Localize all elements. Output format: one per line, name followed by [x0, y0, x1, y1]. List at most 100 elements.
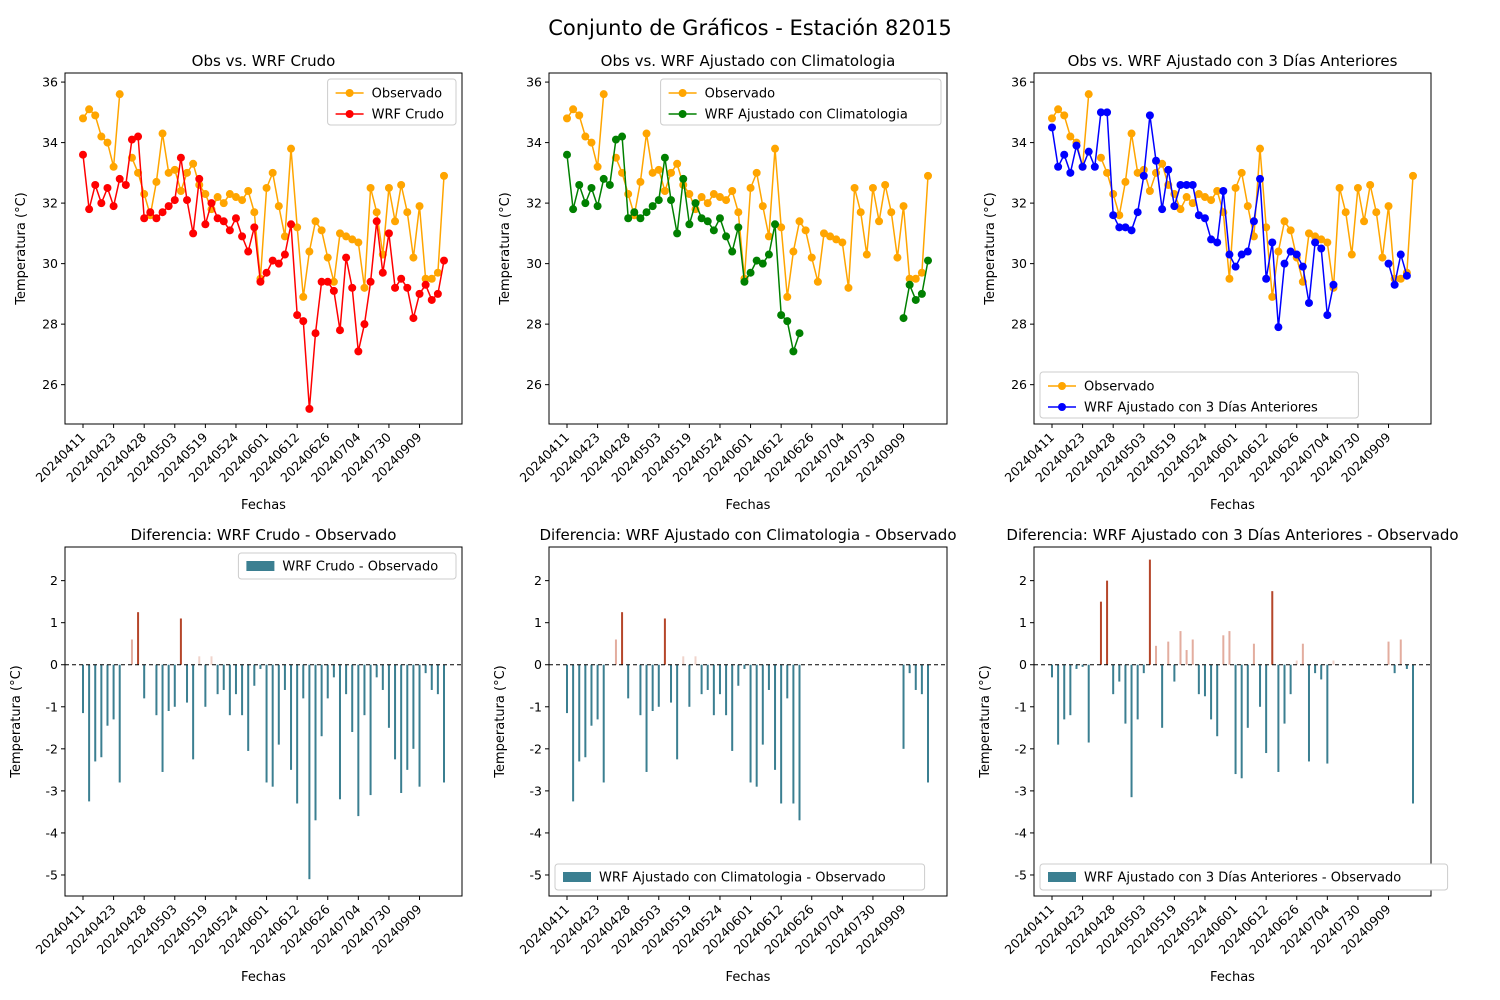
- data-point: [1084, 147, 1093, 156]
- y-tick-label: 34: [42, 135, 58, 150]
- data-point: [293, 223, 302, 232]
- data-point: [231, 214, 240, 223]
- data-point: [703, 199, 712, 208]
- data-point: [899, 202, 908, 211]
- data-point: [1103, 108, 1112, 117]
- bar: [755, 664, 758, 787]
- y-tick-label: 30: [526, 256, 542, 271]
- data-point: [813, 277, 822, 286]
- data-point: [789, 247, 798, 256]
- legend: Observado WRF Ajustado con Climatologia: [660, 78, 942, 126]
- data-point: [1311, 232, 1320, 241]
- bar: [1106, 580, 1109, 665]
- bar: [253, 664, 256, 686]
- data-point: [79, 114, 87, 123]
- data-point: [1317, 244, 1326, 253]
- data-point: [403, 283, 412, 292]
- bar: [774, 664, 777, 770]
- series-1: [563, 90, 932, 301]
- bar: [902, 664, 905, 749]
- bar: [1301, 643, 1304, 665]
- data-point: [274, 259, 283, 268]
- bar: [1185, 650, 1188, 665]
- bar: [786, 664, 789, 699]
- y-tick-label: -2: [530, 741, 542, 756]
- bar: [694, 656, 697, 665]
- bar: [676, 664, 679, 760]
- bar: [1124, 664, 1127, 724]
- data-point: [1274, 247, 1283, 256]
- y-tick-label: 30: [1011, 256, 1027, 271]
- data-point: [183, 168, 192, 177]
- data-point: [1323, 238, 1332, 247]
- data-point: [850, 183, 859, 192]
- data-point: [1286, 226, 1295, 235]
- data-point: [287, 220, 296, 229]
- plot-frame: [64, 72, 463, 425]
- data-point: [783, 317, 792, 326]
- data-point: [378, 268, 387, 277]
- data-point: [1274, 323, 1283, 332]
- legend-label: WRF Crudo - Observado: [282, 560, 438, 575]
- data-point: [311, 329, 320, 338]
- data-point: [348, 235, 357, 244]
- x-axis-label: Fechas: [1210, 498, 1255, 513]
- data-point: [366, 277, 375, 286]
- data-point: [391, 217, 400, 226]
- data-point: [183, 196, 192, 205]
- bar: [914, 664, 917, 690]
- data-point: [1237, 168, 1246, 177]
- data-point: [1372, 208, 1381, 217]
- bar: [1277, 664, 1280, 772]
- data-point: [207, 199, 216, 208]
- data-point: [917, 268, 926, 277]
- y-tick-label: 1: [50, 615, 58, 630]
- data-point: [1133, 208, 1142, 217]
- data-point: [1152, 168, 1161, 177]
- data-point: [421, 280, 430, 289]
- bar-series: [82, 612, 445, 880]
- bar-series: [566, 612, 929, 821]
- data-point: [868, 183, 877, 192]
- y-tick-label: 2: [534, 573, 542, 588]
- data-point: [176, 187, 185, 196]
- bar: [614, 639, 617, 665]
- bar: [137, 612, 140, 665]
- data-point: [1243, 247, 1252, 256]
- data-point: [140, 190, 149, 199]
- data-point: [599, 174, 608, 183]
- y-tick-label: 34: [526, 135, 542, 150]
- bar: [100, 664, 103, 758]
- data-point: [1176, 205, 1185, 214]
- bar: [192, 664, 195, 760]
- series-line: [566, 94, 605, 167]
- bar: [1252, 643, 1255, 665]
- y-tick-label: 34: [1011, 135, 1027, 150]
- data-point: [587, 183, 596, 192]
- data-point: [1341, 208, 1350, 217]
- bar: [412, 664, 415, 749]
- y-tick-label: 30: [42, 256, 58, 271]
- bar: [1191, 639, 1194, 665]
- data-point: [673, 229, 682, 238]
- data-point: [170, 196, 179, 205]
- data-point: [1103, 168, 1112, 177]
- plot-frame: [548, 72, 948, 425]
- data-point: [115, 174, 124, 183]
- y-tick-label: 32: [526, 196, 542, 211]
- data-point: [911, 274, 920, 283]
- legend-box: [1039, 863, 1449, 891]
- data-point: [611, 135, 620, 144]
- data-point: [715, 193, 724, 202]
- data-point: [1231, 183, 1240, 192]
- bar: [1314, 664, 1317, 674]
- data-point: [654, 196, 663, 205]
- bar: [1075, 664, 1078, 669]
- data-point: [268, 256, 277, 265]
- bar: [1259, 664, 1262, 707]
- data-point: [1207, 196, 1216, 205]
- y-tick-label: 0: [534, 657, 542, 672]
- y-tick-label: 28: [42, 317, 58, 332]
- data-point: [335, 229, 344, 238]
- data-point: [115, 90, 124, 99]
